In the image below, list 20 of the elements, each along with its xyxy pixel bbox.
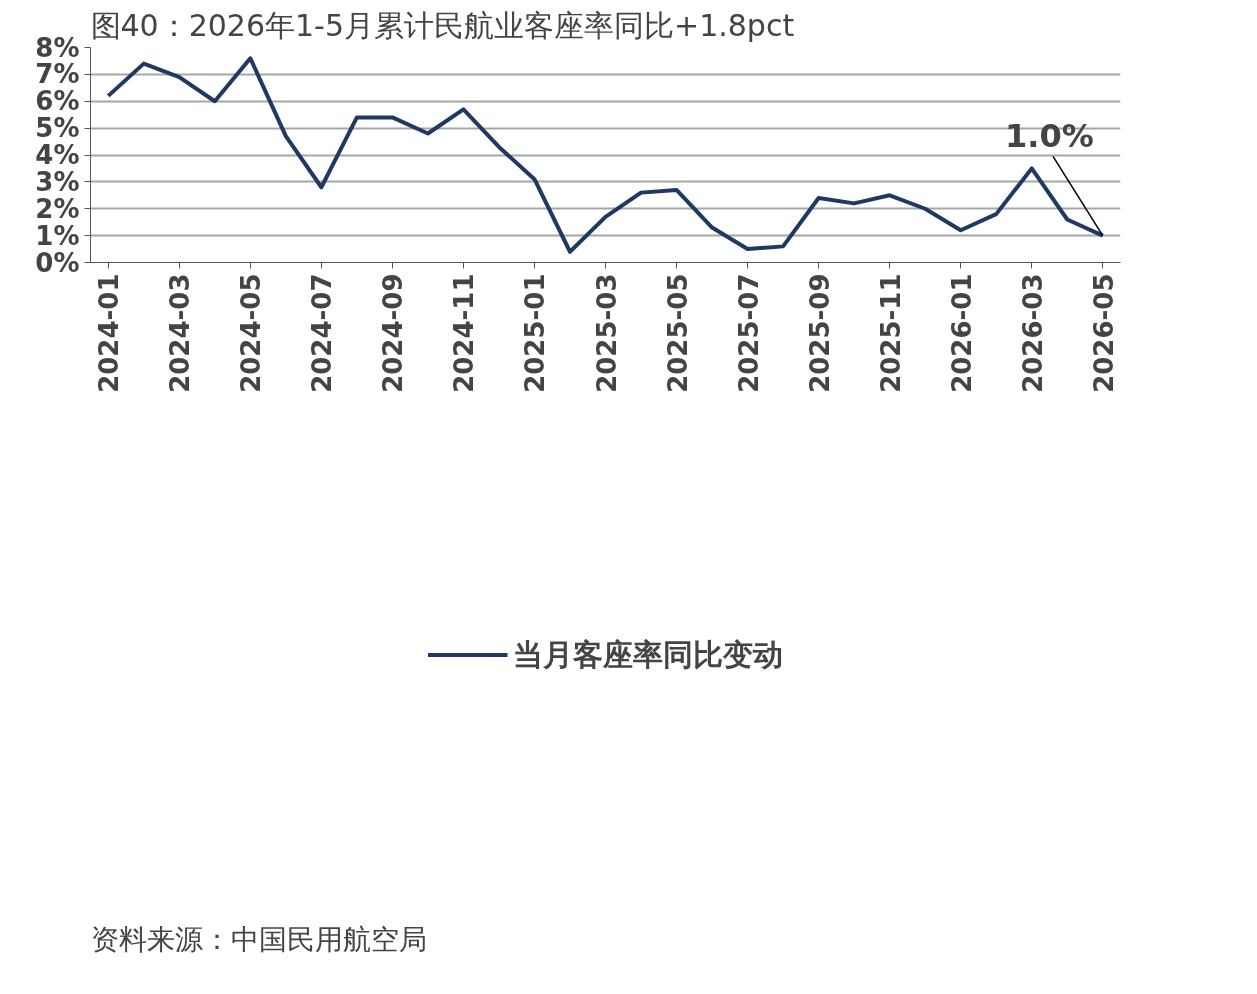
x-tick-label: 2024-07	[307, 273, 338, 393]
x-tick-label: 2026-05	[1088, 273, 1119, 393]
x-tick-label: 2025-01	[520, 273, 551, 393]
x-tick-label: 2024-05	[236, 273, 267, 393]
text: 资料来源：中国民用航空局	[90, 922, 427, 956]
chart-title: 图40：2026年1-5月累计民航业客座率同比+1.8pct	[90, 7, 795, 43]
legend-label: 当月客座率同比变动	[512, 635, 783, 674]
x-tick-label: 2024-03	[165, 273, 196, 393]
x-tick-label: 2026-03	[1017, 273, 1048, 393]
x-tick-label: 2025-05	[662, 273, 693, 393]
x-tick-label: 2025-07	[733, 273, 764, 393]
line-series	[106, 56, 1105, 254]
x-tick-label: 2024-11	[449, 273, 480, 393]
x-tick-label: 2025-09	[804, 273, 835, 393]
x-tick-label: 2025-11	[875, 273, 906, 393]
x-tick-label: 2024-01	[94, 273, 125, 393]
x-tick-label: 2025-03	[591, 273, 622, 393]
annotation: 1.0%	[1005, 117, 1094, 155]
x-tick-label: 2026-01	[946, 273, 977, 393]
x-tick-label: 2024-09	[378, 273, 409, 393]
